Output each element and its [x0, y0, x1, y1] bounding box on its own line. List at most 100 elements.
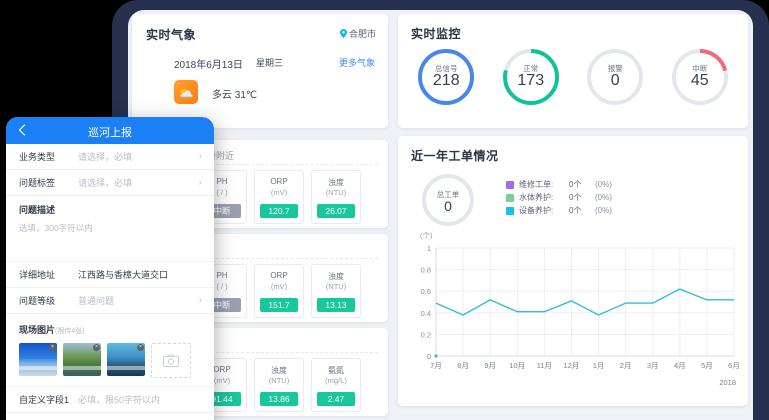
form-row-label: 自定义字段1	[19, 395, 70, 405]
svg-text:0.4: 0.4	[421, 309, 431, 318]
divider	[142, 258, 378, 259]
mobile-header: 巡河上报	[6, 117, 214, 144]
legend-label: 水体养护:	[519, 193, 554, 202]
svg-text:0.8: 0.8	[421, 266, 431, 275]
mobile-report-panel: 巡河上报 业务类型 请选择，必填 › 问题标签 请选择，必填 › 问题描述 选填，300字…	[6, 117, 214, 420]
metric-card: 浊度 (NTU) 26.07	[311, 170, 361, 224]
metric-name: ORP	[270, 177, 288, 186]
form-row[interactable]: 业务类型 请选择，必填 ›	[6, 144, 214, 170]
metric-card: 氨氮 (mg/L) 2.47	[311, 358, 361, 412]
monitor-gauge: 中断 45	[669, 46, 731, 108]
form-row[interactable]: 自定义字段2选填，限50字符以内	[6, 413, 214, 420]
form-row-value: 普通问题	[78, 296, 115, 306]
weather-date: 2018年6月13日	[174, 60, 243, 71]
form-row-label: 问题标签	[19, 178, 56, 188]
monitor-gauge-value: 0	[610, 72, 620, 89]
form-row[interactable]: 问题等级 普通问题 ›	[6, 288, 214, 314]
metric-name: 浊度	[328, 178, 344, 187]
svg-text:4月: 4月	[674, 361, 686, 370]
svg-text:10月: 10月	[509, 361, 525, 370]
camera-icon[interactable]	[151, 343, 191, 378]
metric-value: 26.07	[317, 204, 355, 218]
svg-text:12月: 12月	[564, 361, 580, 370]
close-circle-icon[interactable]: ×	[93, 344, 100, 351]
weather-location[interactable]: 合肥市	[339, 27, 376, 40]
legend-label: 维修工单:	[519, 180, 554, 189]
metric-name: PH	[216, 271, 228, 280]
svg-text:0: 0	[427, 352, 431, 361]
metric-value: 151.7	[260, 298, 298, 312]
form-row-label: 业务类型	[19, 152, 56, 162]
legend-swatch	[506, 193, 514, 202]
mobile-rows-top: 业务类型 请选择，必填 › 问题标签 请选择，必填 ›	[6, 144, 214, 196]
form-row-label: 详细地址	[19, 270, 56, 280]
chart-svg: 0 0.2 0.4 0.6 0.8 1 7月 8月 9月 10月 11月 12月 1月 2月 3月 4月 5月 6…	[421, 244, 740, 370]
problem-description-field[interactable]: 问题描述 选填，300字符以内	[6, 196, 214, 262]
monitor-gauge-label: 总信号	[435, 64, 458, 73]
problem-description-placeholder: 选填，300字符以内	[19, 223, 93, 233]
svg-text:0.2: 0.2	[421, 330, 431, 339]
legend-count: 0个	[569, 193, 582, 202]
metric-name: ORP	[213, 365, 231, 374]
monitor-gauge: 总信号 218	[415, 46, 477, 108]
form-row[interactable]: 自定义字段1 必填，限50字符以内	[6, 387, 214, 413]
metric-card: 浊度 (NTU) 13.86	[254, 358, 304, 412]
mobile-rows-bottom: 自定义字段1 必填，限50字符以内自定义字段2选填，限50字符以内	[6, 387, 214, 420]
workorder-title: 近一年工单情况	[411, 149, 499, 163]
sun-cloud-icon: ⛅	[174, 80, 198, 104]
weather-weekday: 星期三	[256, 58, 284, 68]
divider	[142, 164, 378, 165]
metric-name: 氨氮	[328, 366, 344, 375]
photo-thumbnail[interactable]: ×	[107, 343, 145, 376]
svg-text:7月: 7月	[430, 361, 442, 370]
metric-name: PH	[216, 177, 228, 186]
svg-text:3月: 3月	[647, 361, 659, 370]
metric-unit: (NTU)	[325, 188, 347, 197]
svg-text:9月: 9月	[484, 361, 496, 370]
close-circle-icon[interactable]: ×	[137, 344, 144, 351]
metric-unit: (NTU)	[325, 282, 347, 291]
monitor-gauge-value: 45	[690, 72, 709, 89]
workorder-legend: 维修工单: 0个 (0%) 水体养护: 0个 (0%) 设备养护: 0个 (0%)	[506, 178, 612, 217]
monitor-gauge: 报警 0	[584, 46, 646, 108]
svg-text:0.6: 0.6	[421, 287, 431, 296]
monitor-gauge-row: 总信号 218 正常 173 报警 0 中断 45	[404, 46, 742, 108]
legend-percent: (0%)	[595, 193, 612, 202]
photo-thumbnail[interactable]: ×	[19, 343, 57, 376]
metric-unit: (NTU)	[268, 376, 290, 385]
metric-unit: (mV)	[270, 188, 288, 197]
legend-label: 设备养护:	[519, 206, 554, 215]
weather-card: 实时气象 合肥市 2018年6月13日 星期三 更多气象 ⛅ 多云 31℃	[132, 14, 388, 128]
svg-text:6月: 6月	[728, 361, 740, 370]
metric-name: ORP	[270, 271, 288, 280]
form-row[interactable]: 详细地址 江西路与香樟大道交口	[6, 262, 214, 288]
metric-name: 浊度	[328, 272, 344, 281]
close-circle-icon[interactable]: ×	[49, 344, 56, 351]
metric-value: 2.47	[317, 392, 355, 406]
chevron-left-icon[interactable]	[16, 123, 28, 137]
metric-value: 13.86	[260, 392, 298, 406]
monitor-gauge-value: 173	[517, 72, 545, 89]
legend-swatch	[506, 206, 514, 215]
metric-unit: ( / )	[216, 188, 228, 197]
monitor-gauge-label: 中断	[692, 64, 708, 73]
more-weather-link[interactable]: 更多气象	[338, 58, 375, 68]
svg-text:1月: 1月	[593, 361, 605, 370]
photo-thumbnail[interactable]: ×	[63, 343, 101, 376]
map-pin-icon	[339, 29, 347, 38]
svg-text:1: 1	[427, 244, 431, 253]
mobile-rows-middle: 详细地址 江西路与香樟大道交口 问题等级 普通问题 ›	[6, 262, 214, 314]
workorder-total-label: 总工单	[436, 190, 460, 199]
metric-unit: (mV)	[213, 376, 231, 385]
form-row-value: 请选择，必填	[78, 178, 133, 188]
legend-percent: (0%)	[595, 206, 612, 215]
workorder-line-chart: (个) 0 0.2 0.4 0.6 0.8 1 7月 8月 9月 10月 11月 12月 1月 2月 3月 4…	[406, 231, 740, 387]
chevron-right-icon: ›	[198, 150, 202, 162]
form-row[interactable]: 问题标签 请选择，必填 ›	[6, 170, 214, 196]
mobile-form: 业务类型 请选择，必填 › 问题标签 请选择，必填 › 问题描述 选填，300字符以内 详…	[6, 144, 214, 420]
chevron-right-icon: ›	[198, 176, 202, 188]
legend-percent: (0%)	[595, 180, 612, 189]
chart-year-note: 2018	[719, 378, 736, 387]
mobile-title: 巡河上报	[88, 127, 132, 139]
